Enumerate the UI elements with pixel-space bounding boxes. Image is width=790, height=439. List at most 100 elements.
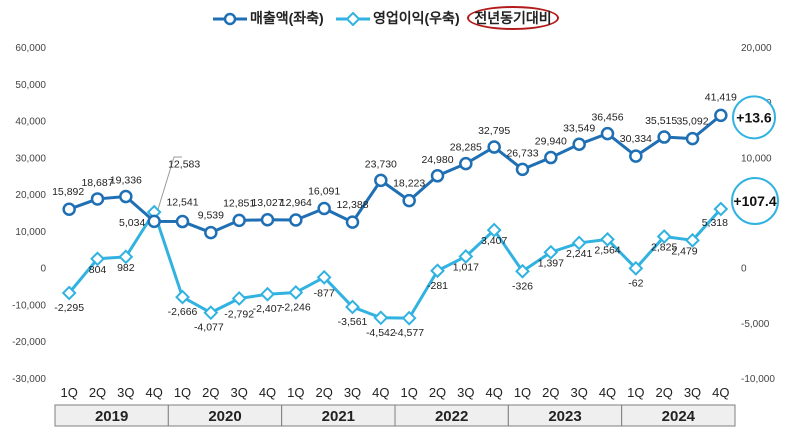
revenue-point <box>374 173 388 188</box>
x-tick-label: 1Q <box>287 385 304 400</box>
revenue-point <box>260 213 275 227</box>
y-left-tick-label: 0 <box>40 264 46 275</box>
op-income-point <box>118 249 134 265</box>
op-income-point <box>656 229 672 244</box>
revenue-data-label: 18,223 <box>393 178 425 190</box>
revenue-data-label: 30,334 <box>620 133 652 145</box>
op-income-point <box>203 305 219 321</box>
yoy-revenue-label: +13.6 <box>736 109 772 125</box>
year-label: 2022 <box>435 408 468 425</box>
revenue-point <box>147 214 161 229</box>
op-income-data-label: -326 <box>512 280 533 292</box>
op-income-data-label: 804 <box>89 264 107 276</box>
revenue-data-label: 33,549 <box>563 122 595 134</box>
legend-yoy-label: 전년동기대비 <box>467 6 559 30</box>
op-income-point <box>401 310 417 326</box>
year-label: 2024 <box>662 408 696 425</box>
op-income-point <box>288 285 304 300</box>
revenue-point <box>459 156 473 171</box>
op-income-point <box>61 285 77 301</box>
op-income-data-label: -2,295 <box>54 302 84 314</box>
y-left-tick-label: 40,000 <box>15 117 46 128</box>
year-group-box <box>621 404 736 427</box>
revenue-data-label: 19,336 <box>110 175 142 187</box>
y-left-tick-label: -30,000 <box>12 374 46 385</box>
legend-op-income-label: 영업이익(우축) <box>373 10 460 26</box>
op-income-data-label: -2,407 <box>253 303 283 315</box>
op-income-point <box>260 286 275 302</box>
op-income-data-label: -4,577 <box>394 327 424 339</box>
revenue-point <box>345 215 360 229</box>
op-income-data-label: 982 <box>117 262 135 274</box>
y-left-tick-label: 50,000 <box>15 80 46 91</box>
x-tick-label: 4Q <box>372 385 389 400</box>
revenue-point <box>600 126 615 141</box>
op-income-point <box>373 310 389 326</box>
revenue-data-label: 23,730 <box>365 158 397 170</box>
revenue-data-label: 12,583 <box>168 158 200 170</box>
legend-revenue-label: 매출액(좌축) <box>250 10 324 26</box>
year-label: 2023 <box>548 408 581 425</box>
op-income-data-label: 2,564 <box>594 244 620 256</box>
x-tick-label: 3Q <box>457 385 474 400</box>
year-label: 2020 <box>208 408 241 425</box>
op-income-data-label: -281 <box>427 280 448 292</box>
op-income-data-label: 5,318 <box>702 217 728 229</box>
revenue-data-label: 28,285 <box>450 142 482 154</box>
y-left-tick-label: 10,000 <box>15 227 46 238</box>
y-right-tick-label: 10,000 <box>741 153 772 164</box>
revenue-point <box>175 214 190 229</box>
op-income-data-label: 3,407 <box>481 235 507 247</box>
x-tick-label: 4Q <box>259 385 276 400</box>
revenue-data-label: 32,795 <box>478 125 510 137</box>
op-income-data-label: -2,792 <box>224 308 254 320</box>
y-left-tick-label: -10,000 <box>12 300 46 311</box>
op-income-data-label: 1,017 <box>453 261 479 273</box>
op-income-point <box>543 244 559 260</box>
x-tick-label: 2Q <box>542 385 559 400</box>
x-tick-label: 4Q <box>145 385 162 400</box>
revenue-data-label: 12,388 <box>336 199 368 211</box>
revenue-data-label: 35,515 <box>645 115 677 127</box>
revenue-data-label: 18,687 <box>81 177 113 189</box>
revenue-data-label: 13,027 <box>251 197 283 209</box>
x-tick-label: 4Q <box>712 385 729 400</box>
revenue-data-label: 12,851 <box>223 197 255 209</box>
x-tick-label: 4Q <box>485 385 502 400</box>
op-income-point <box>316 269 332 285</box>
revenue-data-label: 26,733 <box>506 147 538 159</box>
op-income-data-label: -4,542 <box>366 327 396 339</box>
y-right-tick-label: -5,000 <box>741 319 770 330</box>
revenue-point <box>685 131 700 146</box>
revenue-data-label: 16,091 <box>308 185 340 197</box>
x-tick-label: 2Q <box>315 385 332 400</box>
x-tick-label: 1Q <box>174 385 191 400</box>
y-right-tick-label: 20,000 <box>741 43 772 54</box>
op-income-point <box>90 251 105 267</box>
op-income-data-label: 5,034 <box>119 217 145 229</box>
x-tick-label: 1Q <box>60 385 77 400</box>
revenue-point <box>544 150 558 165</box>
revenue-data-label: 41,419 <box>705 91 737 103</box>
revenue-point <box>430 169 445 183</box>
x-tick-label: 3Q <box>230 385 247 400</box>
revenue-point <box>402 193 416 208</box>
x-tick-label: 3Q <box>684 385 701 400</box>
revenue-data-label: 12,964 <box>280 197 312 209</box>
revenue-point <box>289 213 303 227</box>
op-income-data-label: 2,241 <box>566 248 592 260</box>
op-income-point <box>486 222 502 238</box>
op-income-point <box>430 263 445 279</box>
op-income-data-label: -62 <box>628 277 643 289</box>
revenue-data-label: 9,539 <box>198 210 224 222</box>
op-income-data-label: 2,825 <box>651 241 677 253</box>
op-income-data-label: -2,666 <box>168 306 198 318</box>
op-income-point <box>600 231 615 247</box>
yoy-op-income-circle <box>731 176 779 225</box>
op-income-point <box>685 232 700 248</box>
x-tick-label: 3Q <box>570 385 587 400</box>
y-left-tick-label: 30,000 <box>15 153 46 164</box>
yoy-revenue-circle <box>732 95 776 140</box>
revenue-data-label: 15,892 <box>52 186 84 198</box>
revenue-point <box>487 140 501 154</box>
